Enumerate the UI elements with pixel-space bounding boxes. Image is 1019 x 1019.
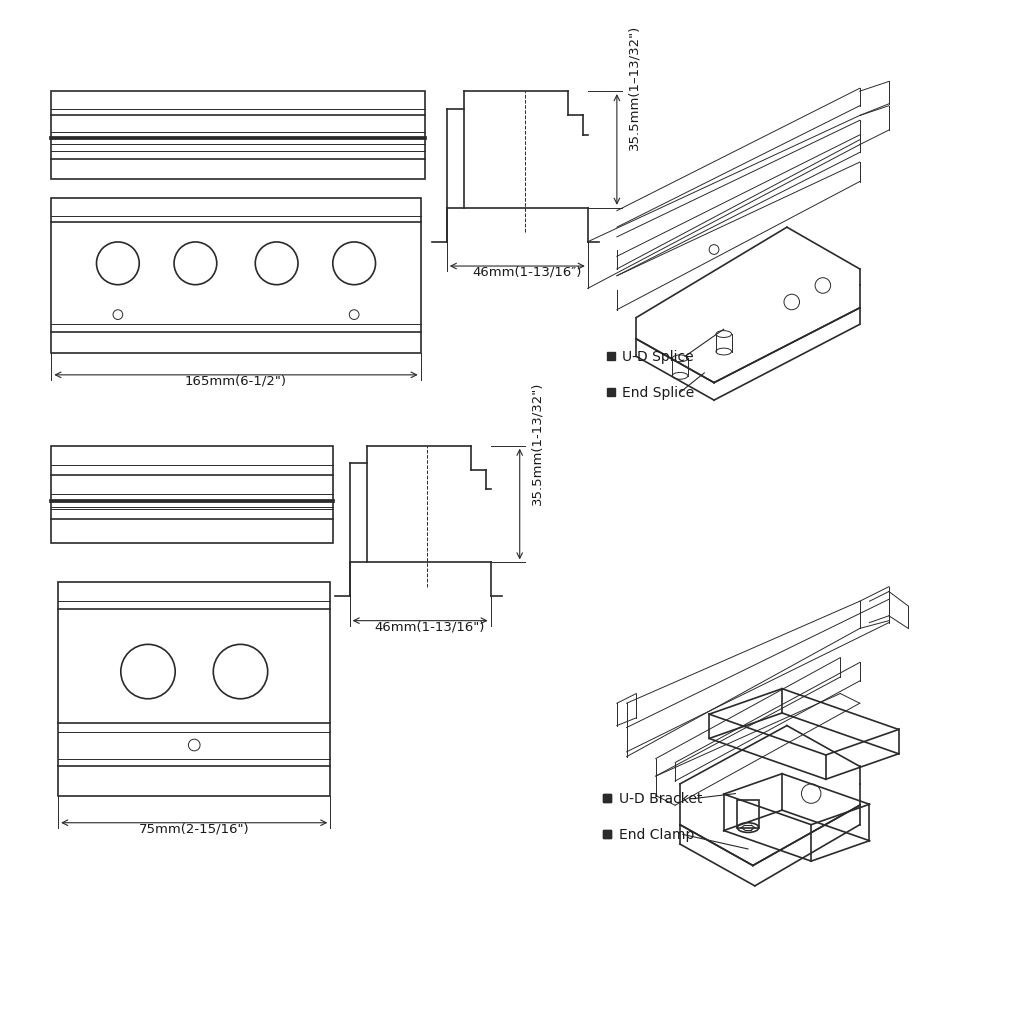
Text: 35.5mm(1-13/32"): 35.5mm(1-13/32") xyxy=(530,381,543,504)
Bar xyxy=(51,446,333,543)
Text: U-D Bracket: U-D Bracket xyxy=(619,792,701,806)
Text: 75mm(2-15/16"): 75mm(2-15/16") xyxy=(139,821,250,835)
Text: 165mm(6-1/2"): 165mm(6-1/2") xyxy=(184,374,286,387)
Bar xyxy=(737,801,758,827)
Text: 46mm(1-13/16″): 46mm(1-13/16″) xyxy=(472,265,581,278)
Bar xyxy=(58,582,330,796)
Bar xyxy=(51,199,420,355)
Text: 35.5mm(1–13/32"): 35.5mm(1–13/32") xyxy=(628,25,640,150)
Bar xyxy=(51,92,425,179)
Text: End Splice: End Splice xyxy=(622,386,693,399)
Text: U-D Splice: U-D Splice xyxy=(622,351,693,364)
Text: 46mm(1-13/16"): 46mm(1-13/16") xyxy=(374,620,485,633)
Text: End Clamp: End Clamp xyxy=(619,827,694,842)
